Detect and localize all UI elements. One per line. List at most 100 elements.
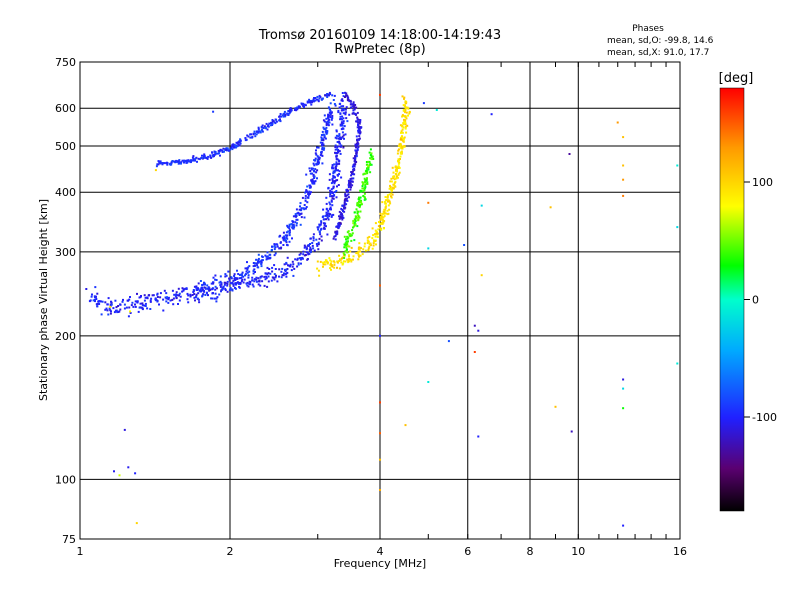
- echo-point: [271, 266, 274, 269]
- echo-point: [336, 141, 339, 143]
- echo-point: [339, 136, 342, 139]
- echo-point: [289, 107, 292, 110]
- echo-point: [403, 118, 405, 121]
- echo-point: [156, 300, 159, 303]
- echo-point: [386, 213, 389, 216]
- echo-point: [399, 138, 402, 141]
- echo-point: [266, 273, 269, 276]
- echo-point: [268, 268, 271, 270]
- echo-point: [339, 124, 342, 127]
- echo-point: [401, 135, 403, 138]
- echo-point: [350, 186, 352, 189]
- echo-point: [267, 272, 270, 275]
- echo-point: [353, 221, 356, 224]
- echo-point: [261, 280, 264, 283]
- echo-point: [228, 279, 231, 282]
- echo-point: [325, 259, 328, 262]
- echo-point: [247, 274, 250, 277]
- echo-point: [320, 136, 323, 139]
- echo-point: [221, 151, 224, 153]
- echo-point: [321, 130, 324, 133]
- echo-point: [341, 204, 344, 207]
- echo-point: [234, 282, 237, 285]
- echo-point: [366, 236, 369, 239]
- echo-point: [176, 294, 179, 297]
- echo-point: [271, 270, 274, 273]
- echo-point: [232, 279, 235, 282]
- echo-point: [336, 148, 338, 151]
- echo-point: [339, 152, 342, 155]
- echo-point: [399, 145, 402, 148]
- echo-point: [175, 293, 178, 296]
- echo-point: [137, 310, 140, 313]
- echo-point: [307, 244, 310, 247]
- echo-point: [310, 103, 313, 106]
- echo-point: [323, 147, 326, 150]
- echo-point: [303, 254, 306, 257]
- echo-point: [273, 278, 276, 281]
- echo-point: [252, 270, 255, 273]
- echo-point: [294, 258, 297, 261]
- echo-point: [372, 244, 375, 247]
- echo-point: [238, 286, 241, 289]
- echo-point: [195, 293, 198, 296]
- echo-point: [345, 246, 348, 249]
- echo-point: [159, 161, 162, 164]
- echo-point: [256, 264, 259, 267]
- colorbar: [719, 87, 745, 512]
- echo-point: [242, 275, 245, 278]
- echo-point: [339, 145, 342, 148]
- echo-point: [316, 161, 319, 164]
- echo-point: [317, 248, 320, 251]
- echo-point: [264, 126, 267, 129]
- echo-point: [316, 244, 319, 247]
- echo-point: [333, 191, 336, 194]
- scattered-echo-point: [379, 432, 381, 435]
- echo-point: [315, 171, 318, 174]
- echo-point: [253, 264, 256, 267]
- scattered-echo-point: [118, 474, 121, 477]
- echo-point: [244, 273, 247, 276]
- echo-point: [288, 231, 291, 234]
- echo-point: [316, 95, 319, 98]
- scattered-echo-point: [490, 113, 493, 116]
- echo-point: [98, 300, 101, 303]
- echo-point: [177, 160, 179, 163]
- echo-point: [335, 190, 338, 192]
- echo-point: [369, 148, 372, 151]
- echo-point: [374, 240, 377, 243]
- scattered-echo-point: [622, 387, 625, 390]
- echo-point: [350, 174, 353, 177]
- echo-point: [356, 111, 359, 114]
- echo-point: [405, 101, 408, 104]
- echo-point: [331, 116, 334, 119]
- echo-point: [404, 125, 407, 128]
- echo-point: [391, 193, 394, 196]
- echo-point: [343, 257, 346, 259]
- echo-point: [370, 158, 373, 161]
- echo-point: [197, 292, 200, 295]
- echo-point: [346, 99, 349, 102]
- echo-point: [257, 277, 260, 280]
- echo-point: [302, 250, 305, 253]
- echo-point: [363, 192, 366, 195]
- echo-point: [155, 165, 158, 168]
- echo-point: [222, 147, 225, 150]
- echo-point: [157, 163, 160, 166]
- x-tick-label: 6: [464, 545, 471, 558]
- echo-point: [357, 253, 360, 256]
- echo-point: [351, 177, 354, 180]
- echo-point: [355, 113, 357, 116]
- echo-point: [342, 134, 345, 137]
- echo-point: [240, 276, 243, 279]
- echo-point: [333, 163, 336, 166]
- echo-point: [214, 274, 217, 277]
- echo-point: [398, 159, 401, 162]
- echo-point: [244, 137, 247, 140]
- echo-point: [123, 303, 126, 306]
- echo-point: [152, 294, 155, 297]
- echo-point: [379, 222, 382, 225]
- echo-point: [196, 160, 198, 163]
- echo-point: [324, 214, 327, 217]
- echo-point: [346, 251, 349, 254]
